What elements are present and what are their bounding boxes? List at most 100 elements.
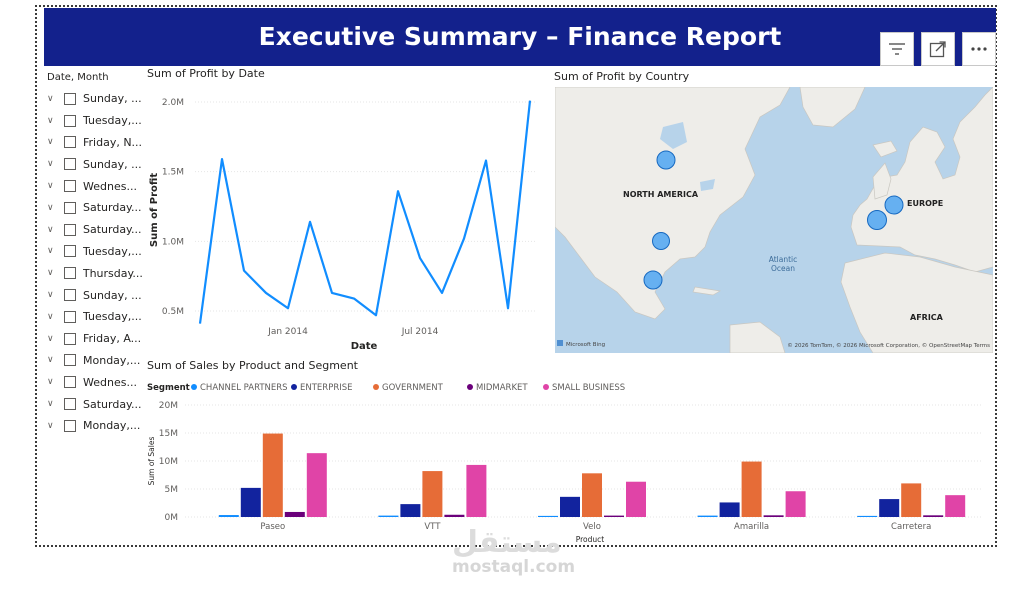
bar[interactable] (785, 491, 806, 517)
data-point[interactable] (286, 306, 291, 311)
checkbox[interactable] (64, 223, 76, 236)
checkbox[interactable] (64, 114, 76, 127)
checkbox[interactable] (64, 419, 76, 432)
legend-item[interactable]: CHANNEL PARTNERS (200, 383, 288, 393)
focus-mode-button[interactable] (921, 32, 955, 66)
chevron-down-icon[interactable]: ∨ (47, 246, 54, 257)
checkbox[interactable] (64, 354, 76, 367)
slicer-item[interactable]: ∨ Sunday, ... (47, 153, 142, 175)
checkbox[interactable] (63, 136, 76, 149)
data-point[interactable] (506, 306, 511, 311)
bar[interactable] (466, 464, 487, 517)
bar[interactable] (582, 473, 602, 517)
chevron-down-icon[interactable]: ∨ (47, 420, 54, 431)
map-attribution[interactable]: © 2026 TomTom, © 2026 Microsoft Corporat… (787, 342, 990, 349)
slicer-item[interactable]: ∨ Wednes... (47, 371, 142, 393)
slicer-item[interactable]: ∨ Wednes... (47, 175, 142, 197)
filter-button[interactable] (880, 32, 914, 66)
data-point[interactable] (198, 321, 203, 326)
chevron-down-icon[interactable]: ∨ (47, 115, 54, 126)
more-options-button[interactable] (962, 32, 996, 66)
data-point[interactable] (484, 158, 489, 163)
bar[interactable] (306, 453, 327, 517)
bar[interactable] (240, 487, 261, 517)
bar[interactable] (378, 515, 399, 517)
profit-map[interactable]: NORTH AMERICA EUROPE AFRICA Atlantic Oce… (555, 87, 993, 353)
checkbox[interactable] (64, 332, 76, 345)
legend-marker[interactable] (291, 384, 297, 390)
data-point[interactable] (264, 290, 269, 295)
map-bubble-france[interactable] (867, 210, 887, 230)
data-point[interactable] (528, 98, 533, 103)
slicer-item[interactable]: ∨ Saturday... (47, 393, 142, 415)
bar[interactable] (923, 515, 944, 517)
map-bubble-mexico[interactable] (643, 270, 663, 290)
legend-item[interactable]: SMALL BUSINESS (552, 383, 625, 393)
bar[interactable] (901, 483, 922, 517)
bar[interactable] (444, 514, 465, 517)
bar[interactable] (697, 515, 718, 517)
checkbox[interactable] (64, 289, 76, 302)
chevron-down-icon[interactable]: ∨ (47, 333, 54, 344)
slicer-item[interactable]: ∨ Thursday... (47, 262, 142, 284)
checkbox[interactable] (64, 92, 76, 105)
bar[interactable] (763, 515, 784, 517)
data-point[interactable] (396, 189, 401, 194)
checkbox[interactable] (64, 201, 76, 214)
bar[interactable] (626, 481, 646, 517)
bar[interactable] (400, 504, 421, 517)
legend-item[interactable]: ENTERPRISE (300, 383, 353, 393)
bar[interactable] (741, 461, 762, 517)
chevron-down-icon[interactable]: ∨ (47, 377, 54, 388)
bar[interactable] (719, 502, 740, 517)
checkbox[interactable] (64, 398, 76, 411)
bar[interactable] (422, 471, 443, 517)
chevron-down-icon[interactable]: ∨ (47, 181, 54, 192)
data-point[interactable] (330, 290, 335, 295)
slicer-item[interactable]: ∨ Tuesday,... (47, 306, 142, 328)
chevron-down-icon[interactable]: ∨ (47, 202, 54, 213)
slicer-item[interactable]: ∨ Tuesday,... (47, 110, 142, 132)
chevron-down-icon[interactable]: ∨ (47, 224, 54, 235)
slicer-item[interactable]: ∨ Saturday... (47, 219, 142, 241)
slicer-item[interactable]: ∨ Friday, A... (47, 328, 142, 350)
slicer-item[interactable]: ∨ Saturday... (47, 197, 142, 219)
legend-item[interactable]: MIDMARKET (476, 383, 528, 393)
chevron-down-icon[interactable]: ∨ (47, 159, 54, 170)
slicer-item[interactable]: ∨ Tuesday,... (47, 241, 142, 263)
data-point[interactable] (418, 256, 423, 261)
data-point[interactable] (242, 268, 247, 273)
checkbox[interactable] (64, 180, 76, 193)
bar[interactable] (945, 495, 966, 517)
bar[interactable] (262, 433, 283, 517)
chevron-down-icon[interactable]: ∨ (47, 290, 54, 301)
chevron-down-icon[interactable]: ∨ (47, 355, 54, 366)
checkbox[interactable] (64, 158, 76, 171)
chevron-down-icon[interactable]: ∨ (47, 399, 54, 410)
map-bubble-canada[interactable] (656, 150, 676, 170)
checkbox[interactable] (64, 310, 76, 323)
slicer-item[interactable]: ∨ Sunday, ... (47, 88, 142, 110)
legend-marker[interactable] (543, 384, 549, 390)
bar[interactable] (218, 515, 239, 517)
profit-series-line[interactable] (198, 100, 532, 324)
data-point[interactable] (462, 236, 467, 241)
bar[interactable] (538, 515, 558, 517)
legend-marker[interactable] (191, 384, 197, 390)
data-point[interactable] (440, 290, 445, 295)
checkbox[interactable] (63, 267, 76, 280)
checkbox[interactable] (64, 376, 76, 389)
slicer-item[interactable]: ∨ Friday, N... (47, 132, 142, 154)
chevron-down-icon[interactable]: ∨ (47, 137, 54, 148)
chevron-down-icon[interactable]: ∨ (47, 268, 54, 279)
map-bubble-usa[interactable] (652, 232, 670, 250)
slicer-item[interactable]: ∨ Monday,... (47, 350, 142, 372)
bar[interactable] (284, 511, 305, 517)
slicer-item[interactable]: ∨ Sunday, ... (47, 284, 142, 306)
slicer-item[interactable]: ∨ Monday,... (47, 415, 142, 437)
data-point[interactable] (374, 313, 379, 318)
bar[interactable] (560, 496, 580, 517)
bar[interactable] (879, 499, 900, 517)
bar[interactable] (604, 515, 624, 517)
chevron-down-icon[interactable]: ∨ (47, 93, 54, 104)
